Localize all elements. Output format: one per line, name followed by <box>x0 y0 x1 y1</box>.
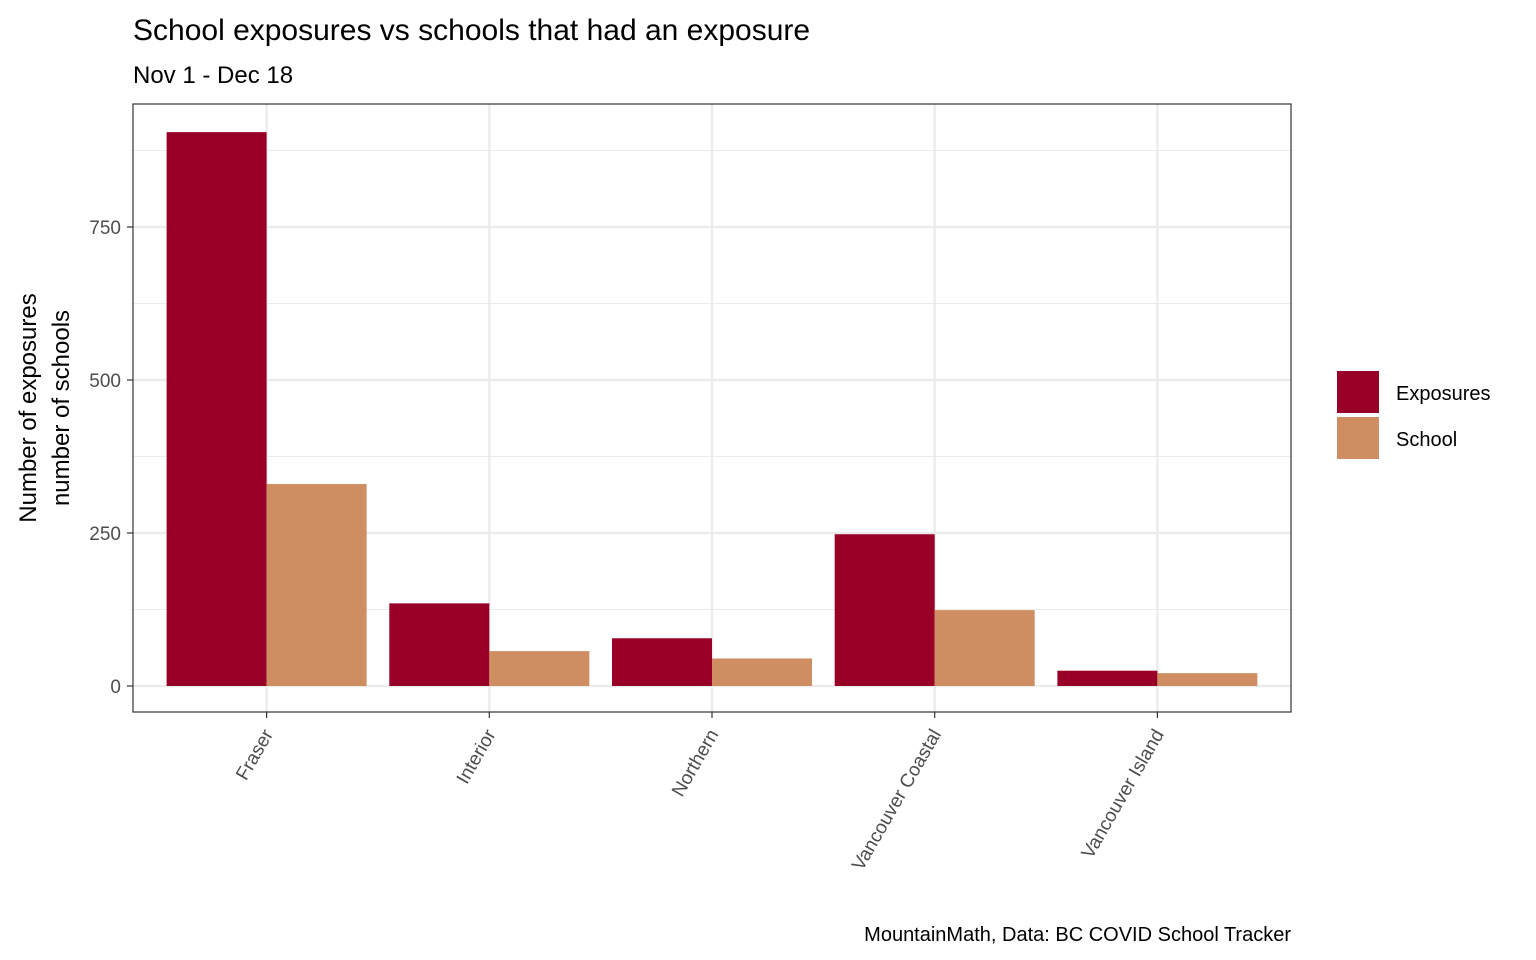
y-tick-label: 250 <box>89 524 121 545</box>
y-tick-label: 750 <box>89 218 121 239</box>
bar-exposures <box>389 603 490 686</box>
chart-subtitle: Nov 1 - Dec 18 <box>133 62 293 89</box>
bar-exposures <box>1057 670 1158 686</box>
y-axis: 0 250 500 750 <box>89 218 133 698</box>
y-tick-label: 500 <box>89 371 121 392</box>
legend: Exposures School <box>1337 371 1491 459</box>
x-tick-label: Vancouver Coastal <box>848 726 946 874</box>
y-axis-title-line2: number of schools <box>48 310 75 506</box>
y-axis-title-line1: Number of exposures <box>15 293 42 522</box>
legend-key-school <box>1337 417 1379 459</box>
bar-school <box>712 658 812 686</box>
y-axis-title: Number of exposures number of schools <box>15 293 75 522</box>
y-tick-label: 0 <box>110 677 121 698</box>
chart-caption: MountainMath, Data: BC COVID School Trac… <box>864 924 1291 946</box>
x-tick-label: Northern <box>668 726 723 801</box>
bars-group <box>166 132 1258 686</box>
x-tick-label: Vancouver Island <box>1078 726 1169 862</box>
bar-school <box>934 610 1035 686</box>
legend-key-exposures <box>1337 371 1379 413</box>
bar-school <box>266 484 367 686</box>
bar-exposures <box>612 638 712 686</box>
legend-label-exposures: Exposures <box>1396 383 1491 405</box>
legend-label-school: School <box>1396 429 1457 451</box>
chart-title: School exposures vs schools that had an … <box>133 14 810 47</box>
bar-school <box>1157 673 1258 686</box>
x-tick-label: Fraser <box>232 725 278 784</box>
x-axis: Fraser Interior Northern Vancouver Coastal V… <box>232 712 1169 874</box>
bar-exposures <box>166 132 267 686</box>
bar-school <box>489 651 590 686</box>
bar-exposures <box>834 534 935 686</box>
x-tick-label: Interior <box>453 725 501 787</box>
